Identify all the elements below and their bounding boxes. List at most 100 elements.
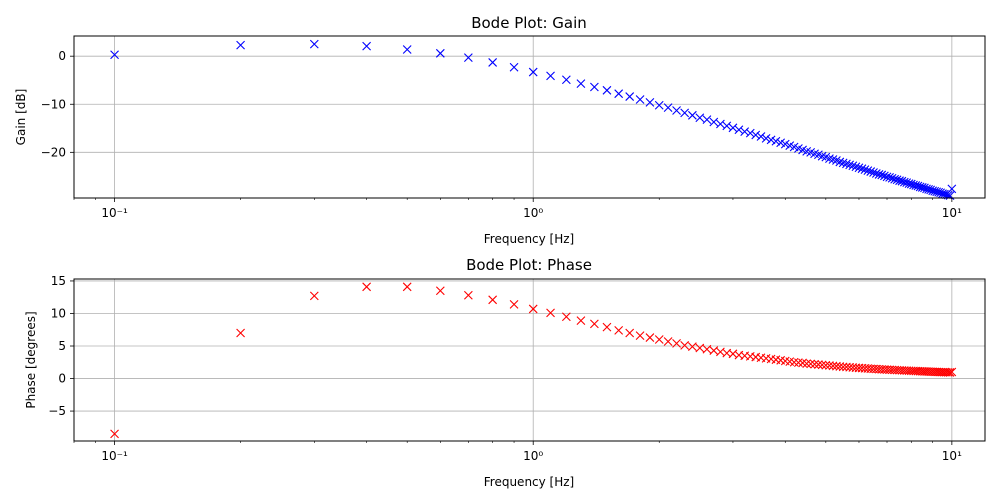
gain-data-point — [654, 100, 664, 110]
phase-data-point — [825, 361, 834, 370]
phase-data-point — [835, 362, 845, 371]
gain-data-point — [576, 79, 586, 88]
phase-data-point — [110, 429, 119, 439]
phase-data-point — [362, 282, 372, 292]
phase-data-point — [635, 331, 645, 340]
gain-data-point — [561, 75, 571, 85]
phase-data-point — [794, 358, 803, 367]
gain-data-point — [734, 125, 744, 135]
gain-data-point — [716, 119, 725, 129]
gain-data-point — [890, 174, 900, 184]
gain-data-point — [645, 97, 655, 107]
phase-data-point — [625, 328, 635, 338]
gain-gridlines — [74, 36, 985, 198]
phase-data-point — [913, 366, 923, 376]
gain-data-point — [882, 172, 892, 182]
gain-data-point — [887, 173, 897, 183]
gain-data-point — [885, 172, 894, 182]
gain-data-point — [110, 50, 119, 60]
gain-data-point — [680, 108, 690, 118]
gain-data-point — [842, 159, 851, 169]
phase-data-point — [654, 335, 664, 344]
phase-data-point — [915, 366, 925, 376]
phase-x-tick-label: 10¹ — [942, 449, 962, 463]
phase-data-point — [645, 333, 655, 342]
gain-y-tick-label: −10 — [41, 97, 66, 111]
phase-data-point — [945, 368, 955, 377]
phase-data-point — [576, 316, 586, 326]
gain-data-point — [745, 128, 755, 138]
phase-data-point — [814, 360, 823, 369]
phase-data-point — [817, 360, 827, 370]
phase-data-point — [309, 291, 319, 301]
phase-data-point — [802, 359, 812, 368]
gain-data-point — [879, 171, 889, 181]
gain-data-point — [728, 123, 738, 133]
phase-data-point — [828, 361, 838, 371]
gain-data-point — [309, 39, 319, 49]
phase-data-point — [821, 360, 831, 370]
phase-x-axis-label: Frequency [Hz] — [484, 475, 575, 489]
phase-y-tick-label: 5 — [58, 339, 66, 353]
phase-y-tick-label: 15 — [51, 274, 66, 288]
gain-data-point — [947, 184, 957, 194]
gain-data-point — [828, 155, 838, 164]
phase-ticks: 10⁻¹ 10⁰ 10¹ 15 10 5 0 −5 — [48, 274, 962, 463]
gain-data-point — [362, 41, 372, 51]
gain-data-point — [771, 136, 781, 146]
gain-data-point — [722, 121, 732, 131]
phase-data-point — [402, 282, 412, 292]
phase-data-points — [110, 282, 957, 439]
phase-data-point — [463, 290, 473, 300]
phase-y-axis-label: Phase [degrees] — [24, 311, 38, 408]
gain-data-point — [851, 162, 861, 172]
phase-x-tick-label: 10⁰ — [523, 449, 543, 463]
gain-data-point — [740, 127, 750, 137]
gain-data-point — [892, 175, 902, 185]
gain-data-point — [860, 165, 870, 175]
gain-data-point — [236, 40, 245, 50]
gain-data-point — [845, 160, 855, 170]
gain-x-axis-label: Frequency [Hz] — [484, 232, 575, 246]
phase-subplot: Bode Plot: Phase 10⁻¹ 10⁰ 10¹ 15 10 5 0 −5 Freq… — [24, 256, 986, 489]
gain-x-tick-label: 10⁰ — [523, 206, 543, 220]
gain-data-point — [825, 154, 834, 163]
phase-plot-frame — [73, 278, 986, 442]
gain-data-point — [635, 95, 645, 104]
gain-x-tick-label: 10⁻¹ — [101, 206, 128, 220]
gain-data-point — [402, 45, 412, 54]
gain-data-point — [709, 117, 719, 127]
gain-data-point — [509, 62, 519, 72]
gain-ticks: 10⁻¹ 10⁰ 10¹ 0 −10 −20 — [41, 49, 962, 220]
gain-data-point — [528, 67, 538, 77]
gain-data-point — [488, 58, 498, 67]
phase-data-point — [943, 367, 953, 377]
gain-data-point — [838, 158, 848, 168]
gain-data-point — [863, 166, 873, 175]
phase-data-point — [663, 337, 673, 346]
gain-data-point — [766, 135, 776, 145]
gain-data-point — [756, 132, 766, 141]
gain-data-point — [866, 167, 876, 176]
phase-data-point — [614, 326, 624, 335]
gain-data-point — [546, 71, 555, 81]
phase-data-point — [435, 286, 445, 296]
gain-data-point — [702, 115, 712, 125]
phase-data-point — [589, 319, 599, 329]
gain-y-tick-label: 0 — [58, 49, 66, 63]
phase-data-point — [509, 299, 519, 309]
phase-data-point — [702, 344, 712, 354]
gain-data-point — [663, 103, 673, 113]
gain-data-point — [871, 169, 881, 178]
gain-subplot: Bode Plot: Gain 10⁻¹ 10⁰ 10¹ 0 −10 −20 Freque… — [14, 14, 986, 246]
phase-data-point — [947, 367, 957, 377]
gain-data-point — [614, 89, 624, 99]
phase-chart-title: Bode Plot: Phase — [466, 256, 592, 274]
phase-data-point — [561, 312, 571, 322]
gain-data-point — [874, 170, 884, 179]
gain-data-point — [625, 92, 635, 101]
gain-chart-title: Bode Plot: Gain — [471, 14, 587, 32]
gain-data-point — [602, 85, 612, 95]
gain-data-point — [589, 82, 599, 92]
phase-data-point — [602, 322, 612, 332]
